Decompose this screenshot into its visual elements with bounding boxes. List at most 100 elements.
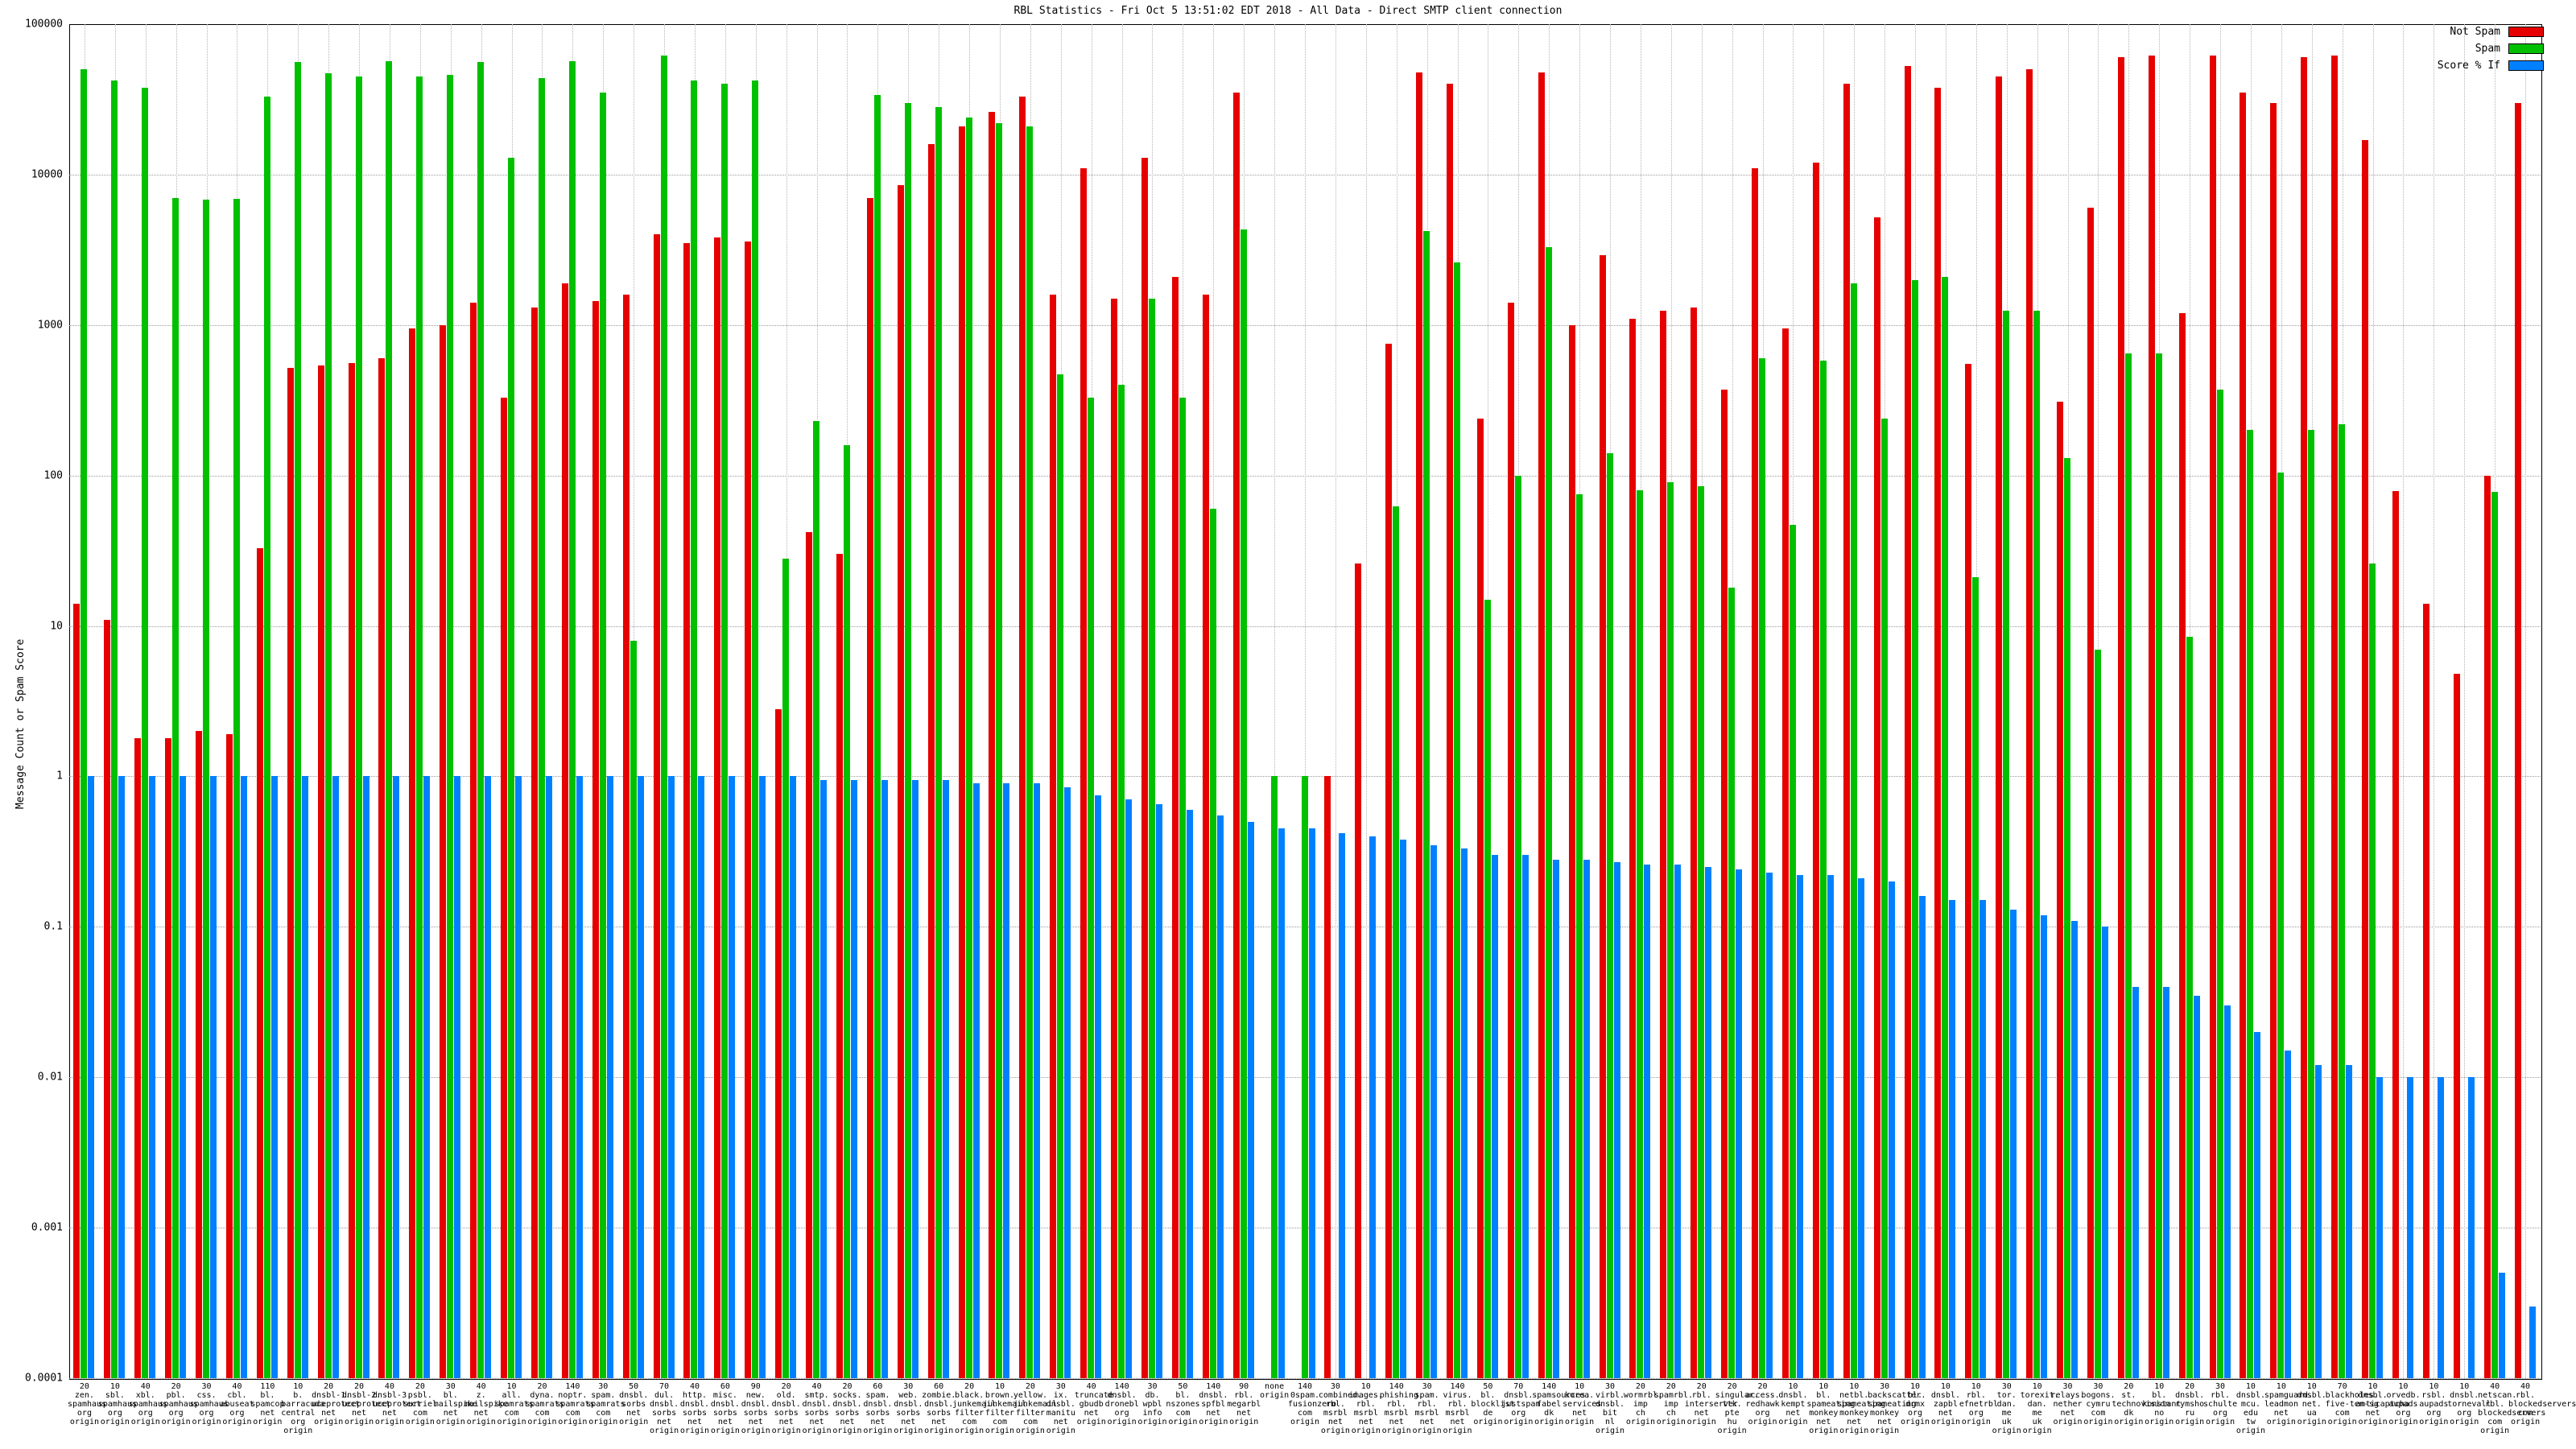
bar-score [2376, 1077, 2384, 1378]
x-tick-label: 10 dnsbl. anticaptcha net origin [2355, 1382, 2409, 1426]
bar-spam [1240, 229, 1247, 1378]
bar-score [606, 776, 613, 1378]
bar-spam [752, 80, 759, 1378]
bar-not-spam [1660, 310, 1667, 1378]
x-tick-label: 10 netbl. spameating monkey net origin [1837, 1382, 1886, 1435]
bar-score [88, 776, 95, 1378]
bar-score [1461, 848, 1468, 1378]
bar-score [1003, 782, 1010, 1378]
bar-not-spam [806, 532, 813, 1378]
x-tick-label: 30 spam. rbl. msrbl net origin [1412, 1382, 1442, 1435]
bar-spam [2277, 472, 2285, 1378]
bar-spam [1789, 524, 1796, 1378]
y-tick-label: 1000 [37, 319, 63, 332]
bar-score [545, 776, 552, 1378]
bar-score [1064, 786, 1071, 1378]
bar-score [180, 776, 187, 1378]
bar-spam [233, 199, 240, 1378]
bar-score [1583, 859, 1590, 1378]
bar-spam [1606, 453, 1613, 1378]
bar-not-spam [165, 737, 172, 1378]
x-tick-label: 20 pbl. spamhaus org origin [159, 1382, 198, 1426]
x-tick-label: 10 sbl. spamhaus org origin [97, 1382, 138, 1426]
bar-score [2529, 1306, 2536, 1378]
x-tick-label: 50 bl. nszones com origin [1166, 1382, 1200, 1426]
bar-spam [691, 80, 698, 1378]
x-tick-label: 10 rsbl. aupads org origin [2419, 1382, 2449, 1426]
bar-score [1369, 836, 1377, 1378]
x-tick-label: 10 images. rbl. msrbl net origin [1348, 1382, 1383, 1435]
x-tick-label: 20 zen. spamhaus org origin [67, 1382, 107, 1426]
bar-not-spam [1080, 168, 1088, 1378]
bar-spam [2186, 636, 2193, 1378]
bar-score [2041, 914, 2048, 1378]
bar-not-spam [1476, 418, 1484, 1378]
bar-not-spam [530, 308, 538, 1378]
x-tick-label: 140 noptr. spamrats com origin [555, 1382, 595, 1426]
x-tick-label: 20 wormrbl. imp ch origin [1623, 1382, 1663, 1426]
bar-score [270, 776, 278, 1378]
bar-not-spam [714, 237, 721, 1378]
bar-score [2315, 1065, 2322, 1378]
bar-score [2498, 1273, 2505, 1378]
bar-not-spam [1904, 65, 1911, 1378]
x-tick-label: 90 new. dnsbl. sorbs net origin [741, 1382, 770, 1435]
bar-not-spam [2209, 55, 2216, 1378]
x-tick-label: 10 rbl. efnetrbl org origin [1959, 1382, 1998, 1426]
bar-not-spam [2301, 57, 2308, 1378]
bar-spam [263, 96, 270, 1378]
bar-not-spam [1843, 84, 1850, 1378]
bar-not-spam [1629, 319, 1637, 1378]
bar-spam [2369, 564, 2376, 1378]
bar-not-spam [1568, 324, 1575, 1378]
y-tick-label: 0.0001 [25, 1372, 63, 1385]
bar-score [2254, 1031, 2261, 1378]
bar-not-spam [1599, 255, 1606, 1378]
x-tick-label: 10 dnsbl. tornevall org origin [2447, 1382, 2491, 1426]
bar-score [454, 776, 461, 1378]
bar-spam [1637, 489, 1644, 1378]
bar-score [362, 776, 369, 1378]
bar-score [1949, 900, 1956, 1378]
bar-spam [2064, 458, 2071, 1378]
bar-spam [568, 60, 576, 1378]
x-gridline [1274, 24, 1276, 1378]
bar-score [1400, 839, 1407, 1378]
bar-score [2132, 986, 2139, 1378]
x-tick-label: 20 rbl. interserver net origin [1684, 1382, 1738, 1426]
bar-not-spam [1355, 564, 1362, 1378]
bar-spam [2033, 310, 2041, 1378]
x-tick-label: 30 rbl. schulte org origin [2203, 1382, 2238, 1426]
x-tick-label: 40 dnsbl-3. uceprotect net origin [372, 1382, 422, 1426]
bar-score [423, 776, 431, 1378]
bar-spam [1575, 494, 1583, 1378]
x-tick-label: 10 dnsbl. zapbl net origin [1930, 1382, 1960, 1426]
bar-not-spam [2483, 475, 2491, 1378]
bar-score [2162, 986, 2169, 1378]
bar-score [2010, 910, 2017, 1378]
x-tick-label: 10 korea. services net origin [1563, 1382, 1602, 1426]
x-tick-label: 20 black. junkemail filter com origin [952, 1382, 997, 1435]
legend-swatch-score [2508, 60, 2544, 71]
bar-spam [813, 421, 820, 1378]
bar-not-spam [1385, 344, 1393, 1378]
bar-score [149, 776, 156, 1378]
bar-spam [1972, 577, 1979, 1378]
bar-not-spam [2514, 102, 2521, 1378]
bar-spam [1880, 418, 1888, 1378]
x-tick-label: 30 backscatter. spameating monkey net origin [1868, 1382, 1926, 1435]
bar-not-spam [1416, 72, 1423, 1378]
x-tick-label: 10 bl. konstant no origin [2142, 1382, 2182, 1426]
bar-spam [1514, 475, 1521, 1378]
x-tick-label: 50 dnsbl. sorbs net origin [619, 1382, 649, 1426]
bar-not-spam [348, 362, 355, 1378]
bar-spam [1759, 358, 1766, 1378]
legend-label: Score % If [2437, 60, 2500, 72]
x-tick-label: 50 bl. blocklist de origin [1471, 1382, 1515, 1426]
bar-not-spam [1324, 776, 1331, 1378]
bar-score [790, 776, 797, 1378]
bar-not-spam [2087, 208, 2094, 1378]
bar-not-spam [2453, 674, 2460, 1378]
x-tick-label: 30 tor. dan. me uk origin [1992, 1382, 2021, 1435]
bar-not-spam [1202, 294, 1209, 1378]
